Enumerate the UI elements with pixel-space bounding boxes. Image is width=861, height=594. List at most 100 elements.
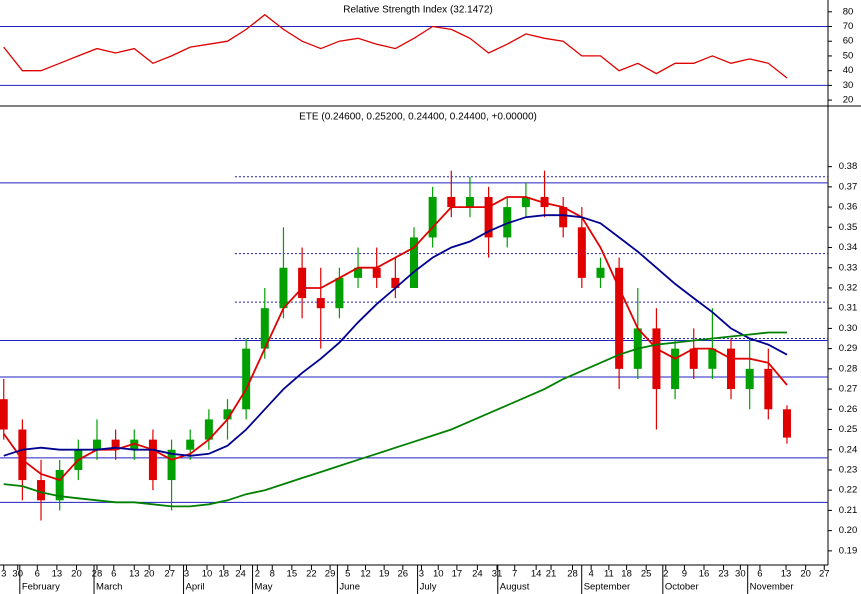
x-tick-label: 28 xyxy=(92,569,103,580)
candle-body xyxy=(521,196,530,208)
x-tick-label: 30 xyxy=(735,569,746,580)
candle-body xyxy=(55,469,64,501)
x-tick-label: 9 xyxy=(682,569,687,580)
candle-body xyxy=(671,348,680,390)
candle-body xyxy=(447,196,456,208)
month-label: August xyxy=(500,582,530,593)
candle-body xyxy=(223,409,232,420)
x-tick-label: 29 xyxy=(325,569,336,580)
x-tick-label: 13 xyxy=(781,569,792,580)
candle-body xyxy=(465,196,474,208)
x-tick-label: 18 xyxy=(621,569,632,580)
month-label: March xyxy=(96,582,122,593)
x-tick-label: 17 xyxy=(452,569,463,580)
month-label: June xyxy=(339,582,360,593)
candle-body xyxy=(354,267,363,278)
candle-body xyxy=(167,449,176,481)
x-tick-label: 4 xyxy=(589,569,594,580)
y-tick-label: 0.21 xyxy=(839,505,858,516)
candle-body xyxy=(335,277,344,309)
month-label: April xyxy=(186,582,205,593)
candle-body xyxy=(782,409,791,438)
price-title: ETE (0.24600, 0.25200, 0.24400, 0.24400,… xyxy=(299,112,537,123)
x-tick-label: 18 xyxy=(218,569,229,580)
x-tick-label: 3 xyxy=(419,569,424,580)
candle-body xyxy=(708,348,717,369)
x-tick-label: 24 xyxy=(472,569,483,580)
candle-body xyxy=(186,439,195,450)
candle-body xyxy=(37,480,46,501)
y-tick-label: 0.27 xyxy=(839,384,858,395)
x-tick-label: 10 xyxy=(433,569,444,580)
series-line xyxy=(3,214,788,457)
candle-body xyxy=(652,328,661,390)
x-tick-label: 5 xyxy=(345,569,350,580)
candle-body xyxy=(745,368,754,390)
x-tick-label: 27 xyxy=(164,569,175,580)
y-tick-label: 0.36 xyxy=(839,202,858,213)
candle-body xyxy=(559,207,568,228)
candle-body xyxy=(316,298,325,309)
x-tick-label: 15 xyxy=(287,569,298,580)
x-tick-label: 21 xyxy=(546,569,557,580)
x-tick-label: 23 xyxy=(718,569,729,580)
month-label: September xyxy=(584,582,630,593)
month-label: February xyxy=(22,582,60,593)
x-tick-label: 11 xyxy=(604,569,614,580)
y-tick-label: 60 xyxy=(843,36,854,47)
y-tick-label: 0.33 xyxy=(839,262,858,273)
y-tick-label: 0.30 xyxy=(839,323,858,334)
x-tick-label: 19 xyxy=(379,569,390,580)
y-tick-label: 0.35 xyxy=(839,222,858,233)
y-tick-label: 80 xyxy=(843,6,854,17)
x-tick-label: 31 xyxy=(492,569,503,580)
x-tick-label: 2 xyxy=(255,569,260,580)
month-label: November xyxy=(750,582,794,593)
x-tick-label: 6 xyxy=(757,569,762,580)
x-tick-label: 13 xyxy=(52,569,63,580)
candle-body xyxy=(260,308,269,349)
candle-body xyxy=(503,207,512,238)
candle-body xyxy=(18,429,27,481)
candle-body xyxy=(540,196,549,208)
x-tick-label: 16 xyxy=(699,569,710,580)
y-tick-label: 0.28 xyxy=(839,363,858,374)
x-tick-label: 8 xyxy=(270,569,275,580)
y-tick-label: 50 xyxy=(843,50,854,61)
month-label: October xyxy=(665,582,699,593)
candle-body xyxy=(242,348,251,410)
y-tick-label: 0.31 xyxy=(839,303,858,314)
y-tick-label: 0.32 xyxy=(839,282,858,293)
candle-body xyxy=(148,439,157,481)
x-tick-label: 20 xyxy=(71,569,82,580)
candle-body xyxy=(596,267,605,278)
candle-body xyxy=(279,267,288,309)
x-tick-label: 6 xyxy=(111,569,116,580)
candle-body xyxy=(615,267,624,369)
x-tick-label: 30 xyxy=(12,569,23,580)
y-tick-label: 0.26 xyxy=(839,404,858,415)
x-tick-label: 3 xyxy=(184,569,189,580)
month-label: May xyxy=(255,582,273,593)
candle-body xyxy=(204,419,213,440)
y-tick-label: 0.38 xyxy=(839,161,858,172)
x-tick-label: 13 xyxy=(129,569,140,580)
candle-body xyxy=(130,439,139,450)
x-tick-label: 27 xyxy=(819,569,830,580)
series-line xyxy=(3,331,787,508)
candle-body xyxy=(111,439,120,450)
x-tick-label: 20 xyxy=(144,569,155,580)
x-tick-label: 26 xyxy=(398,569,409,580)
x-tick-label: 12 xyxy=(360,569,371,580)
y-tick-label: 0.37 xyxy=(839,181,858,192)
y-tick-label: 30 xyxy=(843,80,854,91)
series-line xyxy=(3,13,788,79)
candle-body xyxy=(410,237,418,288)
x-tick-label: 3 xyxy=(1,569,6,580)
x-tick-label: 2 xyxy=(663,569,668,580)
candle-body xyxy=(484,196,493,238)
candle-body xyxy=(391,277,400,288)
candle-body xyxy=(0,399,8,430)
month-label: July xyxy=(420,582,437,593)
y-tick-label: 40 xyxy=(843,65,854,76)
